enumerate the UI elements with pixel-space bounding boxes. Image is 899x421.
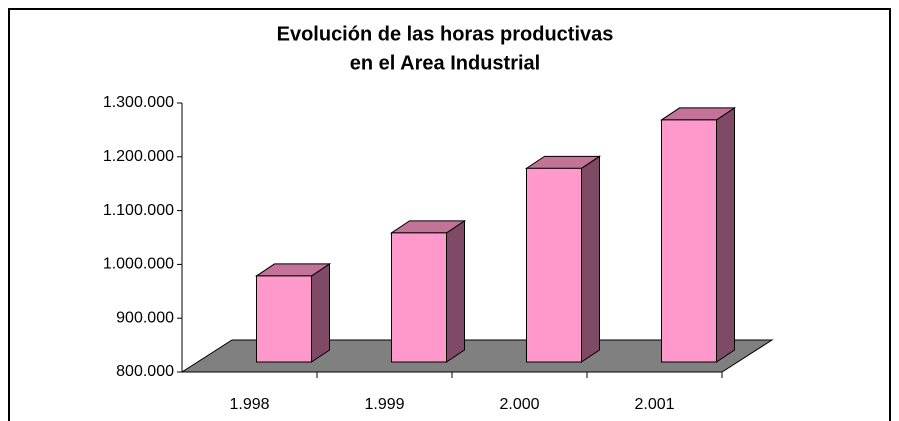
- bar-side: [581, 155, 600, 363]
- y-tick-label: 900.000: [116, 309, 174, 326]
- y-tick-label: 1.100.000: [103, 202, 174, 219]
- bar: [256, 275, 312, 363]
- chart-border: [8, 8, 891, 421]
- bar: [526, 167, 582, 363]
- bar: [661, 119, 717, 363]
- y-tick-label: 1.000.000: [103, 256, 174, 273]
- x-tick-label: 2.000: [499, 396, 539, 413]
- chart-title: en el Area Industrial: [350, 52, 540, 74]
- chart-title: Evolución de las horas productivas: [277, 23, 614, 45]
- x-tick-label: 1.999: [364, 396, 404, 413]
- bar: [391, 232, 447, 363]
- x-tick-label: 1.998: [229, 396, 269, 413]
- x-tick-label: 2.001: [634, 396, 674, 413]
- bar-side: [716, 106, 735, 363]
- bar-side: [446, 219, 465, 363]
- y-tick-label: 1.200.000: [103, 148, 174, 165]
- bar-side: [311, 262, 330, 363]
- y-tick-label: 1.300.000: [103, 94, 174, 111]
- y-tick-label: 800.000: [116, 363, 174, 380]
